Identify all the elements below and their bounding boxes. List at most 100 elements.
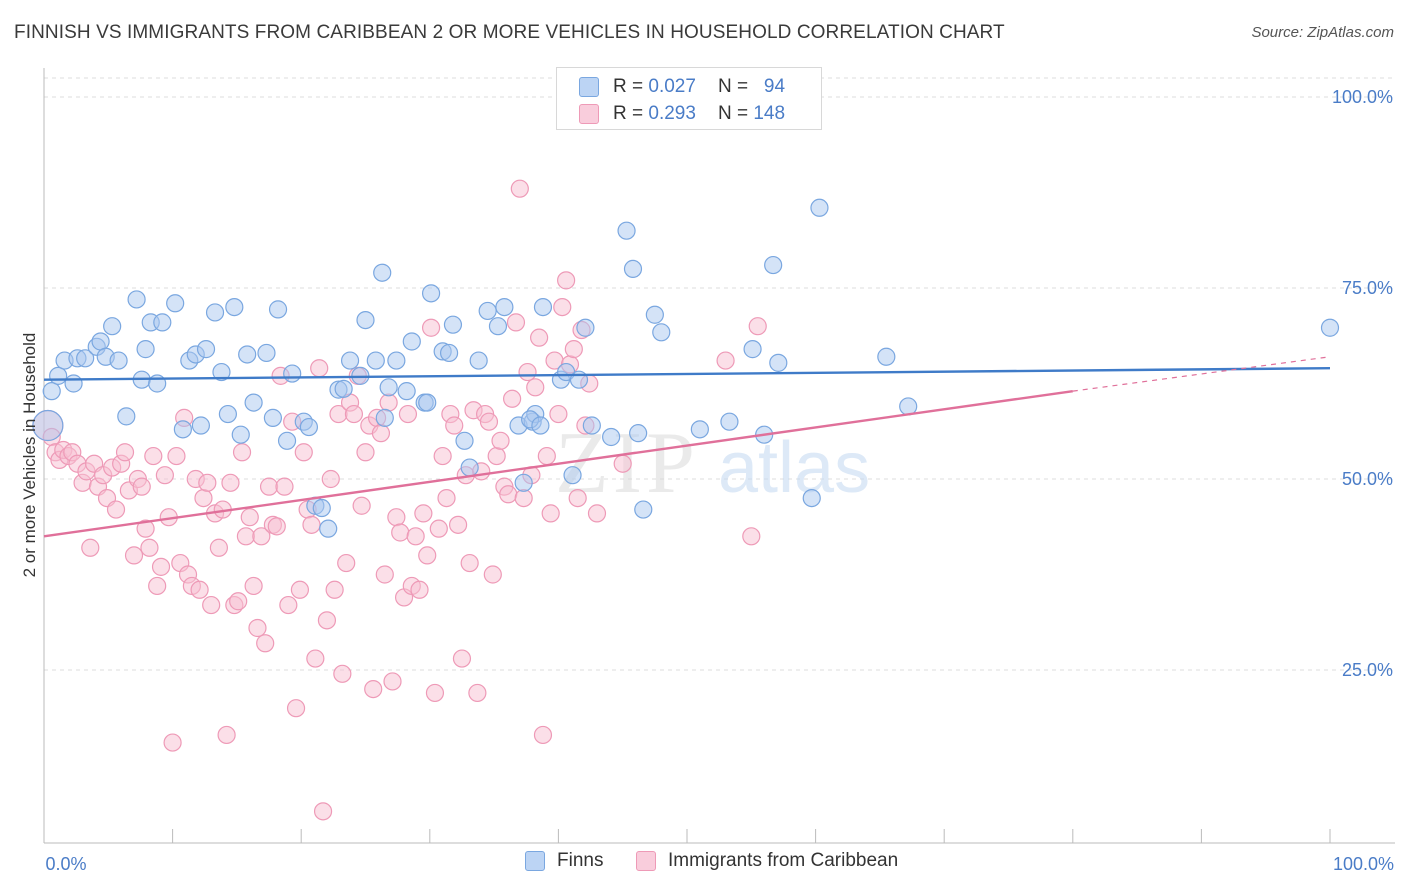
caribbean-point-70 bbox=[317, 611, 337, 630]
caribbean-point-79 bbox=[352, 496, 371, 515]
caribbean-point-114 bbox=[487, 446, 506, 466]
caribbean-point-130 bbox=[549, 404, 568, 424]
caribbean-point-18 bbox=[115, 443, 135, 462]
caribbean-point-141 bbox=[716, 351, 735, 370]
finns-point-91 bbox=[769, 353, 788, 372]
caribbean-point-104 bbox=[448, 515, 468, 534]
finns-point-90 bbox=[764, 255, 783, 275]
caribbean-point-115 bbox=[491, 431, 510, 450]
caribbean-point-31 bbox=[167, 446, 186, 466]
finns-point-43 bbox=[334, 379, 353, 398]
finns-point-88 bbox=[743, 340, 762, 359]
finns-point-19 bbox=[166, 294, 185, 313]
caribbean-point-122 bbox=[518, 362, 537, 382]
finns-point-30 bbox=[238, 345, 257, 364]
stats-legend: R = 0.027 N = 94 R = 0.293 N = 148 bbox=[556, 67, 822, 130]
caribbean-n-value: 148 bbox=[753, 103, 786, 124]
x-tick-label-1: 100.0% bbox=[1333, 854, 1394, 874]
source-credit: Source: ZipAtlas.com bbox=[1251, 24, 1394, 41]
finns-point-48 bbox=[375, 408, 394, 427]
caribbean-point-80 bbox=[356, 443, 375, 462]
caribbean-point-126 bbox=[533, 725, 553, 745]
finns-point-52 bbox=[402, 332, 421, 351]
finns-point-59 bbox=[443, 315, 463, 334]
caribbean-point-51 bbox=[244, 576, 263, 596]
caribbean-point-142 bbox=[742, 527, 761, 546]
caribbean-point-60 bbox=[279, 595, 298, 615]
caribbean-point-109 bbox=[468, 683, 487, 703]
caribbean-point-143 bbox=[748, 317, 767, 336]
caribbean-swatch bbox=[579, 104, 599, 124]
finns-point-86 bbox=[690, 420, 709, 439]
caribbean-point-26 bbox=[148, 576, 167, 596]
finns-point-12 bbox=[117, 407, 136, 426]
finns-r-label: R = bbox=[613, 76, 644, 97]
caribbean-point-84 bbox=[371, 424, 391, 443]
caribbean-point-95 bbox=[414, 504, 433, 523]
finns-point-55 bbox=[421, 284, 441, 303]
legend-caribbean-swatch bbox=[636, 851, 656, 871]
finns-point-84 bbox=[645, 305, 664, 324]
caribbean-point-97 bbox=[421, 318, 441, 337]
caribbean-point-54 bbox=[256, 634, 275, 653]
caribbean-point-72 bbox=[325, 580, 344, 599]
finns-point-49 bbox=[379, 378, 398, 397]
finns-point-47 bbox=[366, 351, 385, 370]
finns-point-63 bbox=[478, 301, 497, 321]
finns-point-81 bbox=[623, 259, 643, 278]
caribbean-point-118 bbox=[503, 389, 522, 408]
finns-point-0 bbox=[32, 409, 64, 442]
watermark-atlas: atlas bbox=[718, 428, 870, 508]
finns-point-87 bbox=[720, 412, 739, 431]
caribbean-point-40 bbox=[202, 595, 221, 615]
caribbean-point-93 bbox=[406, 527, 425, 546]
caribbean-point-135 bbox=[568, 489, 587, 508]
finns-point-53 bbox=[373, 263, 392, 282]
finns-point-8 bbox=[91, 332, 110, 351]
y-tick-label-0: 25.0% bbox=[1342, 660, 1393, 680]
caribbean-r-value: 0.293 bbox=[648, 103, 696, 124]
caribbean-point-103 bbox=[445, 416, 464, 435]
caribbean-point-39 bbox=[198, 473, 217, 492]
axes bbox=[43, 68, 1395, 844]
finns-point-62 bbox=[469, 351, 488, 370]
caribbean-point-96 bbox=[418, 546, 437, 565]
stats-row-caribbean: R = 0.293 N = 148 bbox=[579, 102, 785, 126]
caribbean-point-64 bbox=[294, 443, 313, 462]
caribbean-point-68 bbox=[310, 359, 329, 378]
caribbean-point-62 bbox=[286, 699, 306, 718]
caribbean-point-42 bbox=[209, 538, 228, 557]
caribbean-point-94 bbox=[410, 580, 429, 599]
caribbean-point-134 bbox=[564, 340, 583, 359]
trend-lines bbox=[43, 356, 1331, 538]
legend-finns-swatch bbox=[525, 851, 545, 871]
caribbean-point-45 bbox=[221, 473, 240, 492]
caribbean-point-74 bbox=[333, 664, 352, 683]
finns-point-44 bbox=[340, 351, 360, 370]
caribbean-point-69 bbox=[313, 802, 333, 821]
legend-finns-label: Finns bbox=[557, 850, 604, 871]
finns-point-80 bbox=[617, 221, 636, 240]
caribbean-point-99 bbox=[429, 519, 448, 538]
caribbean-point-132 bbox=[557, 271, 576, 290]
finns-point-77 bbox=[576, 318, 595, 337]
caribbean-point-16 bbox=[106, 500, 126, 519]
caribbean-point-105 bbox=[452, 649, 472, 668]
finns-point-20 bbox=[173, 420, 192, 439]
caribbean-point-128 bbox=[541, 504, 560, 523]
finns-point-1 bbox=[42, 382, 61, 401]
caribbean-r-label: R = bbox=[613, 103, 644, 124]
finns-point-2 bbox=[49, 366, 68, 385]
finns-point-60 bbox=[455, 431, 474, 450]
finns-point-35 bbox=[277, 431, 297, 450]
caribbean-point-23 bbox=[136, 519, 155, 538]
finns-n-value: 94 bbox=[763, 76, 786, 97]
y-tick-label-3: 100.0% bbox=[1332, 87, 1393, 107]
caribbean-point-88 bbox=[387, 508, 406, 527]
caribbean-point-125 bbox=[530, 328, 549, 347]
caribbean-point-131 bbox=[553, 298, 572, 317]
caribbean-point-101 bbox=[437, 489, 456, 508]
caribbean-point-59 bbox=[275, 477, 294, 496]
finns-point-85 bbox=[652, 323, 671, 342]
finns-point-82 bbox=[629, 424, 648, 443]
